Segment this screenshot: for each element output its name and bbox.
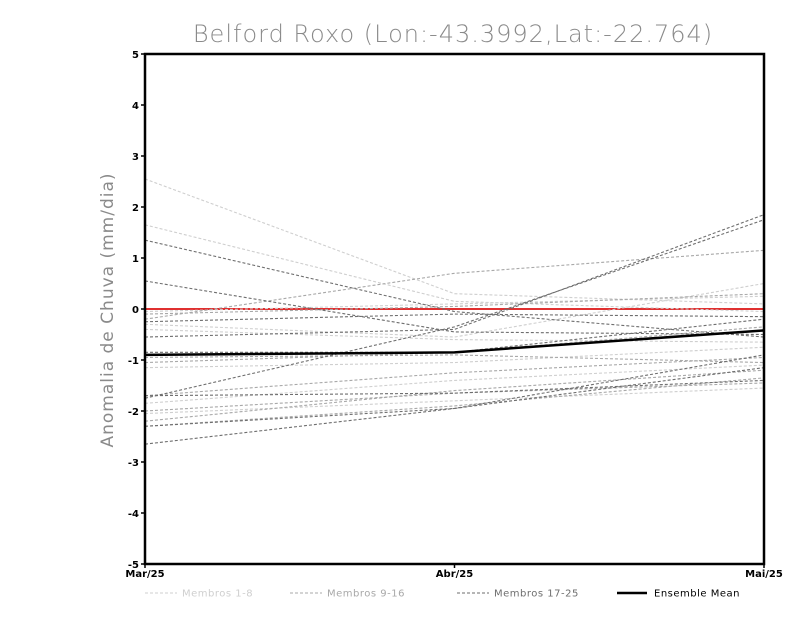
- legend-label: Membros 1-8: [182, 589, 253, 600]
- y-tick-label: -3: [128, 458, 139, 469]
- y-tick-label: 5: [132, 50, 139, 61]
- member-series-line: [144, 239, 765, 338]
- series-layer: [144, 178, 765, 445]
- y-tick-label: -1: [128, 356, 139, 367]
- member-series-line: [144, 377, 765, 427]
- member-series-line: [144, 354, 765, 364]
- member-series-line: [144, 364, 765, 404]
- member-series-line: [144, 214, 765, 338]
- ensemble-mean-line: [144, 329, 765, 357]
- member-series-line: [144, 387, 765, 415]
- member-series-line: [144, 354, 765, 445]
- legend-label: Membros 9-16: [327, 589, 405, 600]
- member-series-line: [144, 356, 765, 397]
- member-series-line: [144, 295, 765, 313]
- y-tick-label: -2: [128, 407, 139, 418]
- member-series-line: [144, 313, 765, 323]
- legend: Membros 1-8 Membros 9-16 Membros 17-25 Ense…: [145, 589, 740, 600]
- y-tick-label: -5: [128, 560, 139, 571]
- member-series-line: [144, 346, 765, 369]
- legend-label: Membros 17-25: [494, 589, 579, 600]
- member-series-line: [145, 318, 765, 353]
- y-tick-label: 1: [132, 254, 139, 265]
- x-tick-label: Mar/25: [125, 569, 164, 580]
- member-series-line: [144, 280, 765, 336]
- x-tick-label: Abr/25: [436, 569, 473, 580]
- y-tick-label: 3: [132, 152, 139, 163]
- member-series-line: [144, 367, 765, 427]
- y-axis-label: Anomalia de Chuva (mm/dia): [98, 172, 118, 447]
- chart-title: Belford Roxo (Lon:-43.3992,Lat:-22.764): [193, 20, 713, 48]
- member-series-line: [144, 293, 765, 315]
- member-series-line: [144, 382, 765, 412]
- member-series-line: [144, 178, 765, 305]
- legend-label: Ensemble Mean: [654, 589, 740, 600]
- member-series-line: [144, 326, 765, 364]
- x-tick-label: Mai/25: [745, 569, 783, 580]
- y-tick-label: -4: [128, 509, 139, 520]
- member-series-line: [144, 369, 765, 422]
- y-tick-label: 2: [132, 203, 139, 214]
- axis-layer: -5 -4 -3 -2 -1 0 1 2 3 4 5 Mar/25 Abr/25 Mai/25: [125, 50, 782, 580]
- member-series-line: [144, 249, 765, 320]
- member-series-line: [144, 328, 765, 343]
- y-tick-label: 0: [132, 305, 139, 316]
- member-series-line: [144, 219, 765, 399]
- member-series-line: [144, 224, 765, 313]
- ensemble-mean-layer: [144, 329, 765, 357]
- y-tick-label: 4: [132, 101, 139, 112]
- member-series-line: [144, 379, 765, 397]
